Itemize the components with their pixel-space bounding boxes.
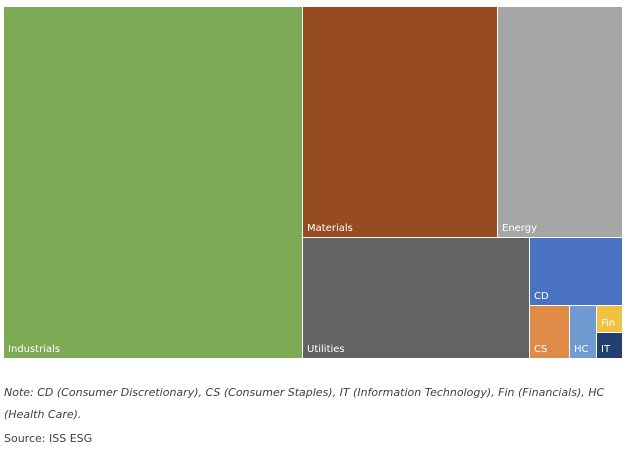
treemap-label-it: IT bbox=[601, 344, 611, 355]
treemap-cell-energy bbox=[498, 7, 622, 237]
treemap-cell-utilities bbox=[303, 238, 529, 358]
treemap-cell-fin bbox=[597, 306, 622, 332]
treemap-label-industrials: Industrials bbox=[8, 344, 60, 355]
treemap-label-cd: CD bbox=[534, 291, 549, 302]
treemap-label-energy: Energy bbox=[502, 223, 537, 234]
treemap-label-fin: Fin bbox=[601, 318, 615, 329]
treemap-cell-cd bbox=[530, 238, 622, 305]
treemap-cell-hc bbox=[570, 306, 596, 358]
treemap-cell-it bbox=[597, 333, 622, 358]
treemap-chart: Industrials Materials Energy Utilities CD CS H… bbox=[4, 7, 622, 358]
chart-note: Note: CD (Consumer Discretionary), CS (C… bbox=[4, 386, 605, 421]
treemap-label-utilities: Utilities bbox=[307, 344, 345, 355]
chart-source: Source: ISS ESG bbox=[4, 432, 93, 445]
treemap-cell-materials bbox=[303, 7, 497, 237]
treemap-cell-cs bbox=[530, 306, 569, 358]
treemap-cell-industrials bbox=[4, 7, 302, 358]
treemap-label-cs: CS bbox=[534, 344, 547, 355]
treemap-label-materials: Materials bbox=[307, 223, 353, 234]
treemap-label-hc: HC bbox=[574, 344, 589, 355]
